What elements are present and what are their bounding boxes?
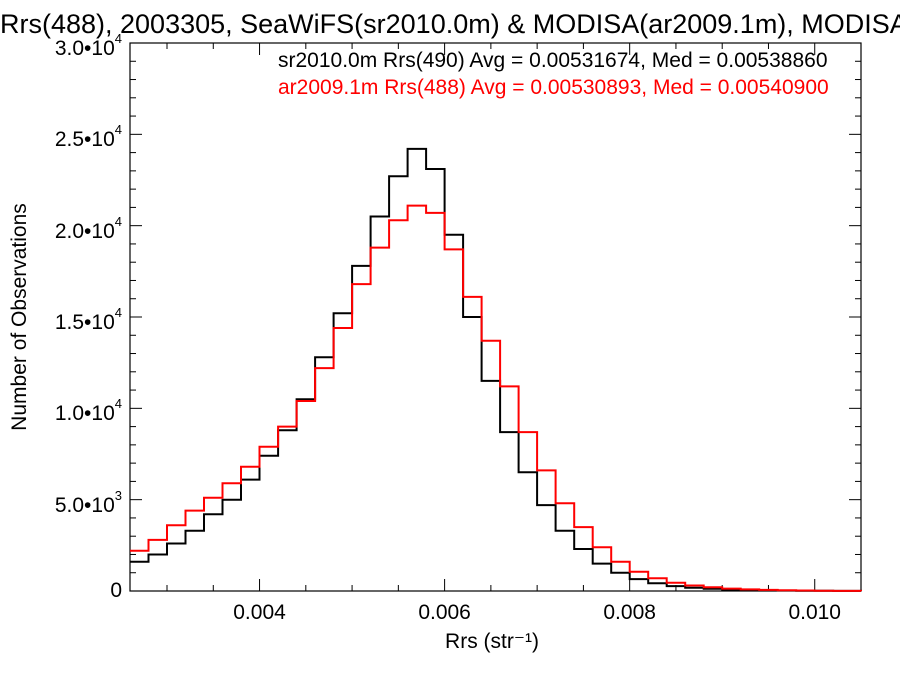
y-tick-exponent: 4 <box>114 31 122 46</box>
y-tick-label: 1.0•104 <box>8 396 122 426</box>
plot-frame <box>129 42 862 592</box>
series-line-ar2009 <box>130 204 862 592</box>
y-tick-label: 0 <box>8 579 122 603</box>
y-tick-label: 1.5•104 <box>8 305 122 335</box>
y-tick-mantissa: 5.0•10 <box>54 493 115 517</box>
y-tick-label: 2.5•104 <box>8 122 122 152</box>
y-tick-label: 3.0•104 <box>8 31 122 61</box>
y-tick-mantissa: 0 <box>110 579 122 602</box>
y-tick-label: 5.0•103 <box>8 488 122 518</box>
y-tick-exponent: 4 <box>114 305 122 320</box>
x-tick-label: 0.008 <box>603 601 656 624</box>
y-tick-exponent: 4 <box>114 122 122 138</box>
y-tick-mantissa: 1.5•10 <box>54 311 115 334</box>
x-axis-label: Rrs (str⁻¹) <box>445 630 539 653</box>
x-tick-label: 0.004 <box>233 601 286 624</box>
y-tick-exponent: 3 <box>114 487 122 503</box>
x-tick-label: 0.010 <box>788 601 841 624</box>
y-tick-label: 2.0•104 <box>8 214 122 244</box>
y-tick-exponent: 4 <box>114 213 122 229</box>
y-tick-exponent: 4 <box>114 396 122 412</box>
y-axis-label: Number of Observations <box>8 203 31 431</box>
tick-marks <box>130 42 862 592</box>
y-tick-mantissa: 1.0•10 <box>54 402 115 426</box>
chart-title: Rrs(488), 2003305, SeaWiFS(sr2010.0m) & … <box>0 9 900 39</box>
y-tick-mantissa: 2.5•10 <box>54 128 115 152</box>
annotation-ar2009: ar2009.1m Rrs(488) Avg = 0.00530893, Med… <box>278 76 829 99</box>
series-line-sr2010 <box>130 147 862 592</box>
y-tick-mantissa: 3.0•10 <box>54 37 115 60</box>
y-tick-mantissa: 2.0•10 <box>54 219 115 243</box>
series-lines <box>130 147 862 592</box>
x-tick-label: 0.006 <box>418 601 471 624</box>
annotation-sr2010: sr2010.0m Rrs(490) Avg = 0.00531674, Med… <box>278 49 828 72</box>
